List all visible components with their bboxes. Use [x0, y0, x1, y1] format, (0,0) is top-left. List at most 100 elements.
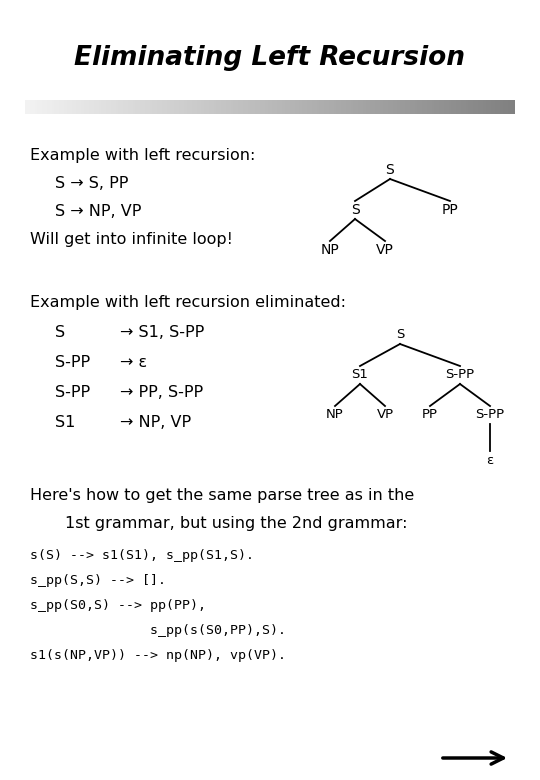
Bar — [28, 100, 30, 114]
Bar — [363, 100, 366, 114]
Bar — [508, 100, 510, 114]
Text: VP: VP — [376, 409, 394, 421]
Text: → NP, VP: → NP, VP — [120, 415, 191, 430]
Bar — [258, 100, 260, 114]
Bar — [331, 100, 334, 114]
Bar — [150, 100, 152, 114]
Bar — [510, 100, 512, 114]
Bar — [431, 100, 434, 114]
Bar — [199, 100, 201, 114]
Bar — [368, 100, 370, 114]
Bar — [228, 100, 231, 114]
Bar — [235, 100, 238, 114]
Bar — [101, 100, 103, 114]
Text: → S1, S-PP: → S1, S-PP — [120, 325, 204, 340]
Bar — [454, 100, 456, 114]
Bar — [273, 100, 275, 114]
Bar — [449, 100, 451, 114]
Bar — [50, 100, 52, 114]
Bar — [370, 100, 373, 114]
Bar — [130, 100, 133, 114]
Bar — [265, 100, 267, 114]
Bar — [415, 100, 417, 114]
Bar — [224, 100, 226, 114]
Bar — [442, 100, 444, 114]
Bar — [390, 100, 393, 114]
Text: s(S) --> s1(S1), s_pp(S1,S).: s(S) --> s1(S1), s_pp(S1,S). — [30, 549, 254, 562]
Bar — [312, 100, 314, 114]
Bar — [373, 100, 375, 114]
Bar — [402, 100, 405, 114]
Bar — [182, 100, 184, 114]
Bar — [483, 100, 485, 114]
Bar — [160, 100, 162, 114]
Bar — [294, 100, 297, 114]
Bar — [287, 100, 289, 114]
Bar — [79, 100, 82, 114]
Bar — [143, 100, 145, 114]
Bar — [500, 100, 503, 114]
Bar — [321, 100, 324, 114]
Bar — [155, 100, 157, 114]
Bar — [444, 100, 447, 114]
Text: S: S — [55, 325, 65, 340]
Bar — [339, 100, 341, 114]
Bar — [302, 100, 305, 114]
Bar — [380, 100, 383, 114]
Bar — [383, 100, 385, 114]
Bar — [64, 100, 66, 114]
Bar — [192, 100, 194, 114]
Text: S-PP: S-PP — [475, 409, 504, 421]
Bar — [172, 100, 174, 114]
Bar — [145, 100, 147, 114]
Bar — [174, 100, 177, 114]
Text: s_pp(s(S0,PP),S).: s_pp(s(S0,PP),S). — [30, 624, 286, 637]
Bar — [336, 100, 339, 114]
Bar — [157, 100, 160, 114]
Bar — [329, 100, 331, 114]
Bar — [353, 100, 356, 114]
Text: S → S, PP: S → S, PP — [55, 176, 129, 191]
Bar — [84, 100, 86, 114]
Bar — [233, 100, 235, 114]
Text: s_pp(S,S) --> [].: s_pp(S,S) --> []. — [30, 574, 166, 587]
Bar — [167, 100, 170, 114]
Bar — [109, 100, 111, 114]
Bar — [434, 100, 437, 114]
Bar — [42, 100, 45, 114]
Text: → ε: → ε — [120, 355, 147, 370]
Bar — [170, 100, 172, 114]
Text: S1: S1 — [352, 368, 368, 381]
Bar — [226, 100, 228, 114]
Bar — [106, 100, 109, 114]
Text: S-PP: S-PP — [55, 355, 90, 370]
Text: S: S — [386, 163, 394, 177]
Text: PP: PP — [442, 203, 458, 217]
Bar — [505, 100, 508, 114]
Bar — [275, 100, 278, 114]
Bar — [201, 100, 204, 114]
Bar — [400, 100, 402, 114]
Bar — [246, 100, 248, 114]
Bar — [424, 100, 427, 114]
Bar — [125, 100, 128, 114]
Bar — [299, 100, 302, 114]
Bar — [512, 100, 515, 114]
Bar — [74, 100, 77, 114]
Bar — [319, 100, 321, 114]
Text: Eliminating Left Recursion: Eliminating Left Recursion — [75, 45, 465, 71]
Bar — [116, 100, 118, 114]
Bar — [348, 100, 351, 114]
Bar — [209, 100, 211, 114]
Bar — [366, 100, 368, 114]
Text: Example with left recursion:: Example with left recursion: — [30, 148, 255, 163]
Bar — [351, 100, 353, 114]
Bar — [407, 100, 410, 114]
Text: → PP, S-PP: → PP, S-PP — [120, 385, 203, 400]
Bar — [162, 100, 165, 114]
Text: S → NP, VP: S → NP, VP — [55, 204, 141, 219]
Bar — [118, 100, 120, 114]
Bar — [466, 100, 469, 114]
Bar — [82, 100, 84, 114]
Bar — [197, 100, 199, 114]
